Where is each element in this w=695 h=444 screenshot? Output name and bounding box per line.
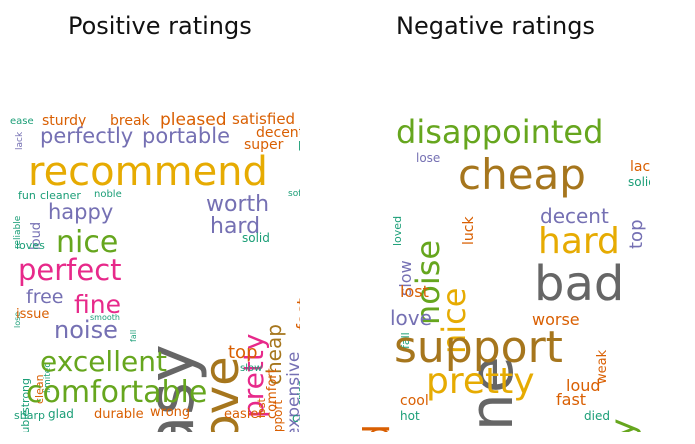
word-recommend: recommend xyxy=(28,149,268,195)
word-support: support xyxy=(271,399,285,432)
word-hard: hard xyxy=(538,221,620,262)
word-fall: fall xyxy=(129,329,138,343)
word-top: top xyxy=(626,219,647,250)
word-top: top xyxy=(228,342,258,363)
word-lost: lost xyxy=(400,282,429,301)
word-love: love xyxy=(390,306,432,330)
word-fun: fun xyxy=(18,189,36,202)
word-worth: worth xyxy=(206,192,270,217)
word-support: support xyxy=(394,322,563,373)
word-super: super xyxy=(244,137,284,153)
word-excellent: excellent xyxy=(40,345,167,378)
word-ease: ease xyxy=(10,116,34,127)
word-luck: luck xyxy=(461,215,477,245)
word-crisp: crisp xyxy=(295,379,300,407)
word-pros: pros xyxy=(298,138,300,150)
word-portable: portable xyxy=(142,124,230,148)
word-loved: loved xyxy=(391,215,404,247)
word-glad: glad xyxy=(48,407,74,421)
word-hard: hard xyxy=(210,214,261,239)
word-lack: lack xyxy=(630,159,650,175)
word-cheap: cheap xyxy=(458,150,586,199)
word-perfect: perfect xyxy=(18,253,122,287)
word-wrong: wrong xyxy=(150,405,191,420)
word-loves: loves xyxy=(16,239,45,252)
word-noble: noble xyxy=(94,189,122,200)
panel-title-positive: Positive ratings xyxy=(68,12,252,40)
word-break: break xyxy=(110,113,150,129)
word-bad: bad xyxy=(534,256,625,312)
word-cloud-negative: disappointedrecommendloselovednoiseluckc… xyxy=(360,112,650,432)
word-durable: durable xyxy=(94,407,144,422)
word-solid: solid xyxy=(628,175,650,189)
word-died: died xyxy=(584,409,610,423)
word-lose: lose xyxy=(416,151,441,165)
word-pleased: pleased xyxy=(160,112,227,130)
word-issue: issue xyxy=(16,307,50,322)
word-nice: nice xyxy=(56,225,119,260)
word-cleaner: cleaner xyxy=(40,189,81,202)
word-disappointed: disappointed xyxy=(396,113,604,151)
word-noise: noise xyxy=(54,316,118,344)
word-satisfied: satisfied xyxy=(232,112,296,128)
word-happy: happy xyxy=(48,200,114,224)
word-fast: fast xyxy=(556,390,587,409)
word-loud: loud xyxy=(566,376,601,395)
word-cool: cool xyxy=(400,393,429,409)
word-worse: worse xyxy=(532,310,580,329)
word-decent: decent xyxy=(540,204,609,228)
word-lack: lack xyxy=(15,131,25,151)
word-easy: easy xyxy=(603,418,643,432)
word-cool: cool xyxy=(292,411,300,425)
word-cloud-positive: easesturdybreakpleasedsatisfiedhurtlackp… xyxy=(10,112,300,432)
word-solid: solid xyxy=(242,231,270,245)
word-perfectly: perfectly xyxy=(40,124,134,148)
word-easier: easier xyxy=(224,407,264,422)
word-recommend: recommend xyxy=(360,424,398,432)
word-sharp: sharp xyxy=(14,409,45,422)
word-pretty: pretty xyxy=(426,361,535,402)
word-fast: fast xyxy=(294,297,300,330)
word-hot: hot xyxy=(400,409,420,423)
word-free: free xyxy=(26,286,64,308)
word-smooth: smooth xyxy=(90,313,120,322)
word-comfortable: comfortable xyxy=(26,375,208,410)
word-fine: fine xyxy=(74,290,121,319)
word-soft: soft xyxy=(288,189,300,199)
word-slow: slow xyxy=(240,363,263,374)
word-decent: decent xyxy=(256,125,300,141)
word-sturdy: sturdy xyxy=(42,113,87,129)
panel-title-negative: Negative ratings xyxy=(396,12,595,40)
